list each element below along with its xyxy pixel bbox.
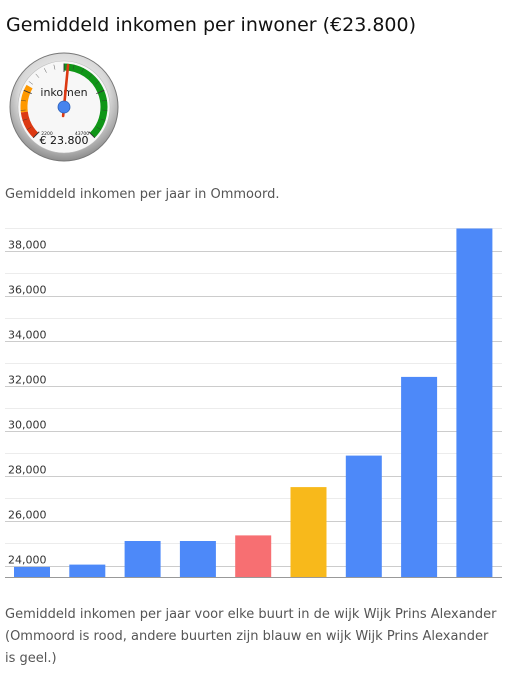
bar [179,541,216,577]
gauge-ticks [20,63,108,139]
bar [14,566,50,577]
gauge-hub [57,100,71,114]
gauge-tick [32,131,40,139]
gauge-tick [21,100,27,102]
bar [345,455,382,577]
gauge-tick [88,73,93,78]
bar [235,535,272,577]
gauge-tick [96,89,105,95]
y-tick-labels: 24,000 26,000 28,000 30,000 32,000 34,000 36,0… [8,239,47,567]
gauge-band-orange [20,84,33,113]
gauge-tick [23,89,32,95]
y-tick-label: 26,000 [8,509,47,522]
bars [14,228,493,577]
gauge-tick [101,100,107,102]
gauge-tick [35,73,40,78]
gauge-tick [95,81,100,85]
bar [401,376,438,577]
gauge-min-label: 2200 [41,131,53,137]
gauge-label: inkomen [40,86,87,99]
y-tick-label: 32,000 [8,374,47,387]
gauge-max-label: 43700 [75,131,89,137]
bar [124,541,161,577]
gauge-tick [53,64,56,70]
y-tick-label: 30,000 [8,419,47,432]
y-tick-label: 24,000 [8,554,47,567]
gauge-tick [88,131,96,139]
y-tick-label: 34,000 [8,329,47,342]
gauge-tick [96,126,102,130]
chart-subtitle: Gemiddeld inkomen per jaar in Ommoord. [5,187,280,202]
bar [456,228,493,577]
y-tick-label: 36,000 [8,284,47,297]
chart-caption: Gemiddeld inkomen per jaar voor elke buu… [5,607,497,666]
gauge-value: € 23.800 [40,134,89,147]
gauge-tick [44,68,47,73]
gauge-tick [81,68,84,73]
y-tick-label: 38,000 [8,239,47,252]
gauge-tick [26,126,32,130]
gauge-band-red [20,111,39,138]
income-gauge: inkomen 2200 43700 € 23.800 [9,52,119,162]
page-title: Gemiddeld inkomen per inwoner (€23.800) [6,14,417,36]
gauge-tick [72,64,75,70]
gauge-tick [100,118,106,121]
gauge-tick [22,118,28,121]
income-bar-chart: 24,000 26,000 28,000 30,000 32,000 34,000 36,0… [5,228,502,578]
y-tick-label: 28,000 [8,464,47,477]
bar [69,564,106,577]
bar [290,487,327,577]
gauge-tick [28,81,33,85]
